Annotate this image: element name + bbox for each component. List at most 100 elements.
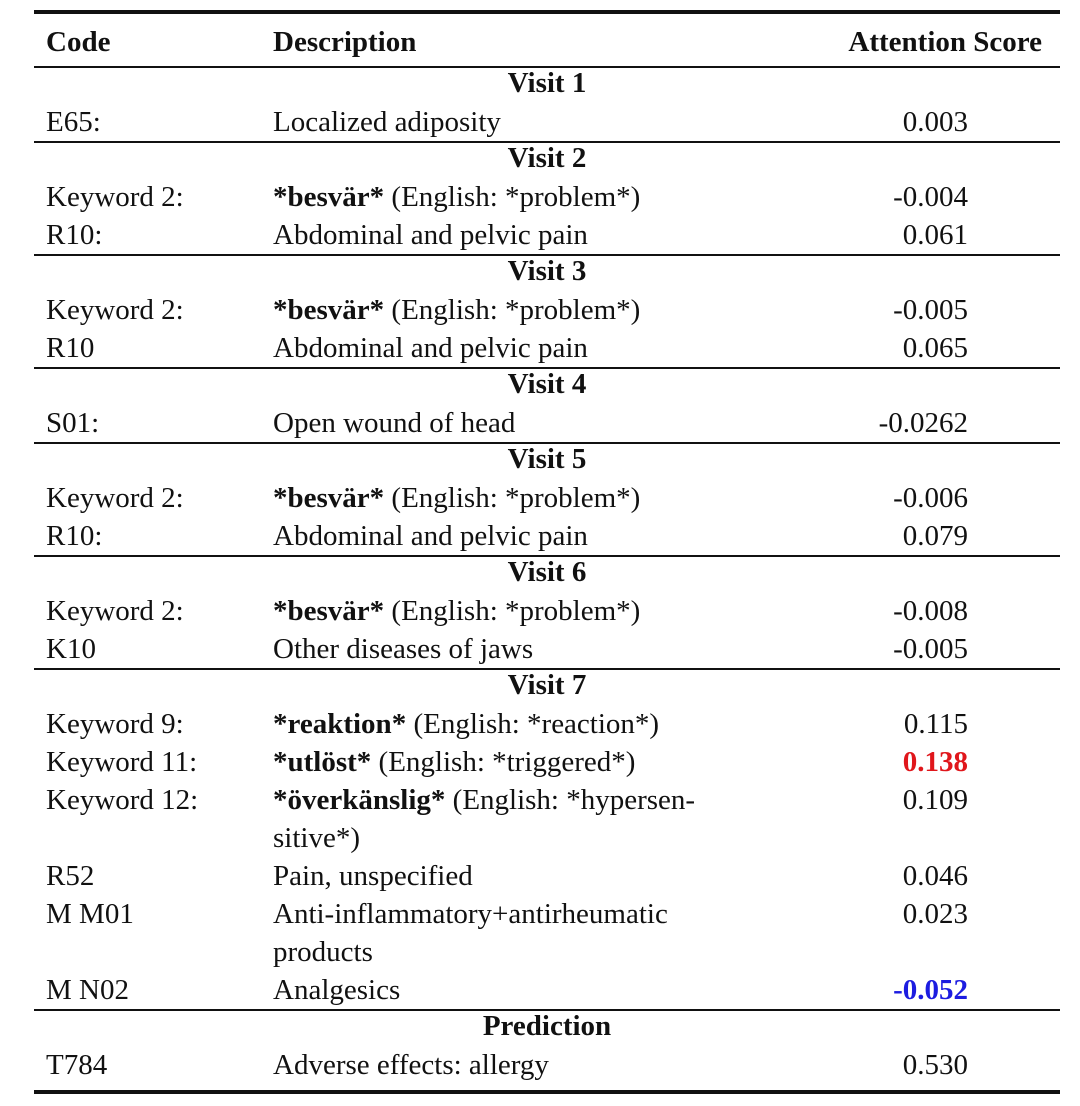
code-cell: Keyword 12:	[46, 784, 199, 816]
description-cell: Pain, unspecified	[273, 857, 763, 895]
score-cell: 0.046	[902, 860, 968, 892]
score-cell: 0.109	[902, 784, 968, 816]
description-text: (English: *reaction*)	[406, 708, 660, 740]
description-cell: Analgesics	[273, 971, 763, 1009]
code-cell: S01:	[46, 407, 100, 439]
description-cell: *besvär* (English: *problem*)	[273, 592, 763, 630]
score-cell: -0.008	[893, 595, 968, 627]
table-row: R52 Pain, unspecified 0.046	[34, 857, 1060, 895]
table-row: R10: Abdominal and pelvic pain 0.061	[34, 216, 1060, 254]
section-rule	[34, 1009, 1060, 1011]
description-cell: Anti-inflammatory+antirheumatic products	[273, 895, 763, 971]
table-row: Keyword 12: *överkänslig* (English: *hype…	[34, 781, 1060, 857]
table-row: Keyword 9: *reaktion* (English: *reaction…	[34, 705, 1060, 743]
header-score: Attention Score	[848, 26, 1042, 58]
section-title: Visit 2	[507, 142, 587, 174]
table-row: E65: Localized adiposity 0.003	[34, 103, 1060, 141]
description-text: Adverse effects: allergy	[273, 1049, 549, 1081]
description-text: (English: *problem*)	[384, 595, 641, 627]
keyword-text: *besvär*	[273, 482, 385, 514]
code-cell: M M01	[46, 898, 134, 930]
code-cell: T784	[46, 1049, 108, 1081]
header-code: Code	[46, 26, 111, 58]
section-title: Prediction	[482, 1010, 612, 1042]
score-cell: 0.079	[902, 520, 968, 552]
description-cell: Abdominal and pelvic pain	[273, 517, 763, 555]
header-description: Description	[273, 26, 417, 58]
description-cell: *överkänslig* (English: *hypersen-sitive…	[273, 781, 763, 857]
section-rule	[34, 367, 1060, 369]
description-text: Localized adiposity	[273, 106, 501, 138]
description-text: Other diseases of jaws	[273, 633, 534, 665]
section-title: Visit 5	[507, 443, 587, 475]
code-cell: Keyword 9:	[46, 708, 184, 740]
score-cell: 0.138	[902, 746, 968, 778]
description-cell: *besvär* (English: *problem*)	[273, 291, 763, 329]
keyword-text: *reaktion*	[273, 708, 407, 740]
table-row: R10 Abdominal and pelvic pain 0.065	[34, 329, 1060, 367]
description-text: (English: *problem*)	[384, 294, 641, 326]
description-cell: Localized adiposity	[273, 103, 763, 141]
top-rule	[34, 10, 1060, 14]
description-cell: *utlöst* (English: *triggered*)	[273, 743, 763, 781]
table-row: Keyword 2: *besvär* (English: *problem*) -…	[34, 291, 1060, 329]
description-text: Abdominal and pelvic pain	[273, 520, 588, 552]
description-cell: Abdominal and pelvic pain	[273, 216, 763, 254]
description-text: Abdominal and pelvic pain	[273, 219, 588, 251]
table-row: R10: Abdominal and pelvic pain 0.079	[34, 517, 1060, 555]
code-cell: Keyword 11:	[46, 746, 198, 778]
section-rule	[34, 141, 1060, 143]
score-cell: -0.005	[893, 294, 968, 326]
section-rule	[34, 254, 1060, 256]
table-row: Keyword 2: *besvär* (English: *problem*) -…	[34, 592, 1060, 630]
table-row: Keyword 11: *utlöst* (English: *triggered…	[34, 743, 1060, 781]
score-cell: 0.115	[903, 708, 968, 740]
table-row: T784 Adverse effects: allergy 0.530	[34, 1046, 1060, 1084]
description-text: Anti-inflammatory+antirheumatic products	[273, 898, 668, 968]
description-cell: Open wound of head	[273, 404, 763, 442]
code-cell: Keyword 2:	[46, 595, 184, 627]
description-text: Analgesics	[273, 974, 401, 1006]
code-cell: R10:	[46, 219, 103, 251]
description-text: (English: *triggered*)	[371, 746, 636, 778]
keyword-text: *överkänslig*	[273, 784, 446, 816]
score-cell: -0.004	[893, 181, 968, 213]
score-cell: 0.061	[902, 219, 968, 251]
description-cell: *reaktion* (English: *reaction*)	[273, 705, 763, 743]
table-row: K10 Other diseases of jaws -0.005	[34, 630, 1060, 668]
code-cell: E65:	[46, 106, 101, 138]
keyword-text: *besvär*	[273, 294, 385, 326]
score-cell: 0.003	[902, 106, 968, 138]
score-cell: -0.005	[893, 633, 968, 665]
score-cell: -0.052	[893, 974, 968, 1006]
description-cell: Adverse effects: allergy	[273, 1046, 763, 1084]
description-cell: Other diseases of jaws	[273, 630, 763, 668]
table-row: M M01 Anti-inflammatory+antirheumatic pro…	[34, 895, 1060, 971]
score-cell: 0.530	[902, 1049, 968, 1081]
code-cell: Keyword 2:	[46, 482, 184, 514]
description-text: Pain, unspecified	[273, 860, 473, 892]
section-rule	[34, 555, 1060, 557]
code-cell: R52	[46, 860, 95, 892]
score-cell: 0.023	[902, 898, 968, 930]
section-title: Visit 3	[507, 255, 587, 287]
section-title: Visit 7	[507, 669, 587, 701]
table-row: S01: Open wound of head -0.0262	[34, 404, 1060, 442]
section-rule	[34, 66, 1060, 68]
bottom-rule	[34, 1090, 1060, 1094]
section-title: Visit 4	[507, 368, 587, 400]
description-text: Open wound of head	[273, 407, 516, 439]
description-text: (English: *hypersen-sitive*)	[273, 784, 696, 854]
table-row: Keyword 2: *besvär* (English: *problem*) -…	[34, 479, 1060, 517]
section-title: Visit 6	[507, 556, 587, 588]
score-cell: -0.0262	[878, 407, 968, 439]
code-cell: Keyword 2:	[46, 181, 184, 213]
keyword-text: *besvär*	[273, 181, 385, 213]
section-rule	[34, 668, 1060, 670]
code-cell: M N02	[46, 974, 129, 1006]
description-text: Abdominal and pelvic pain	[273, 332, 588, 364]
description-cell: *besvär* (English: *problem*)	[273, 178, 763, 216]
table-body: Visit 1 E65: Localized adiposity 0.003 Visit…	[34, 66, 1060, 1084]
code-cell: R10:	[46, 520, 103, 552]
code-cell: R10	[46, 332, 95, 364]
